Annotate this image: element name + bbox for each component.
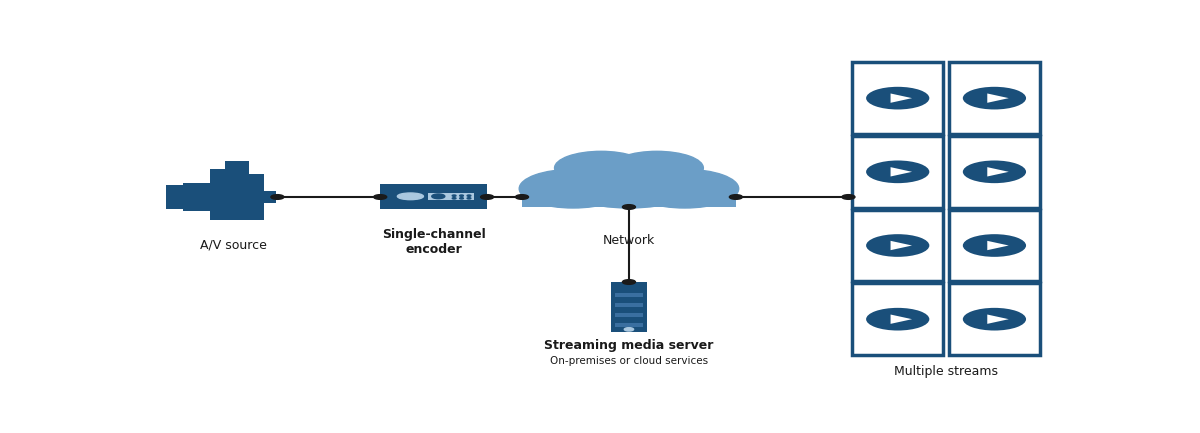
Circle shape [557, 156, 702, 208]
Circle shape [962, 87, 1026, 110]
FancyBboxPatch shape [522, 182, 736, 207]
Polygon shape [890, 314, 912, 324]
Circle shape [866, 308, 929, 330]
Circle shape [962, 234, 1026, 257]
FancyBboxPatch shape [226, 162, 248, 176]
Circle shape [452, 195, 456, 196]
FancyBboxPatch shape [949, 136, 1040, 208]
Circle shape [460, 197, 463, 199]
Circle shape [516, 195, 528, 199]
Circle shape [467, 195, 470, 196]
Circle shape [842, 195, 854, 199]
Circle shape [373, 195, 386, 199]
Circle shape [554, 151, 648, 184]
FancyBboxPatch shape [166, 185, 190, 209]
FancyBboxPatch shape [949, 210, 1040, 281]
FancyBboxPatch shape [852, 62, 943, 134]
Polygon shape [890, 94, 912, 103]
FancyBboxPatch shape [616, 293, 643, 297]
FancyBboxPatch shape [616, 303, 643, 307]
FancyBboxPatch shape [428, 193, 449, 200]
FancyBboxPatch shape [450, 193, 474, 200]
FancyBboxPatch shape [949, 62, 1040, 134]
Polygon shape [890, 167, 912, 177]
Text: On-premises or cloud services: On-premises or cloud services [550, 356, 708, 366]
Ellipse shape [397, 193, 424, 200]
FancyBboxPatch shape [182, 183, 215, 211]
Circle shape [866, 161, 929, 183]
FancyBboxPatch shape [210, 174, 264, 220]
Text: Streaming media server: Streaming media server [545, 339, 714, 352]
Circle shape [623, 280, 636, 284]
Text: Multiple streams: Multiple streams [894, 365, 998, 378]
Text: A/V source: A/V source [200, 239, 268, 252]
FancyBboxPatch shape [949, 283, 1040, 355]
Circle shape [962, 308, 1026, 330]
Circle shape [866, 87, 929, 110]
Polygon shape [988, 314, 1009, 324]
Circle shape [452, 197, 456, 199]
Polygon shape [988, 167, 1009, 177]
Circle shape [962, 161, 1026, 183]
Circle shape [623, 205, 636, 209]
Circle shape [432, 194, 445, 199]
Circle shape [730, 195, 743, 199]
Circle shape [481, 195, 493, 199]
Circle shape [866, 234, 929, 257]
Circle shape [520, 169, 628, 208]
FancyBboxPatch shape [380, 184, 487, 210]
Polygon shape [890, 241, 912, 250]
FancyBboxPatch shape [616, 323, 643, 327]
FancyBboxPatch shape [852, 136, 943, 208]
Circle shape [611, 151, 703, 184]
FancyBboxPatch shape [611, 282, 647, 332]
FancyBboxPatch shape [852, 283, 943, 355]
Circle shape [624, 328, 634, 331]
Circle shape [271, 195, 284, 199]
Circle shape [467, 197, 470, 199]
FancyBboxPatch shape [852, 210, 943, 281]
Circle shape [631, 169, 739, 208]
Circle shape [460, 195, 463, 196]
FancyBboxPatch shape [616, 313, 643, 317]
Polygon shape [988, 241, 1009, 250]
Polygon shape [988, 94, 1009, 103]
FancyBboxPatch shape [264, 191, 276, 203]
Text: Single-channel
encoder: Single-channel encoder [382, 228, 486, 256]
Text: Network: Network [602, 234, 655, 247]
FancyBboxPatch shape [210, 169, 242, 176]
